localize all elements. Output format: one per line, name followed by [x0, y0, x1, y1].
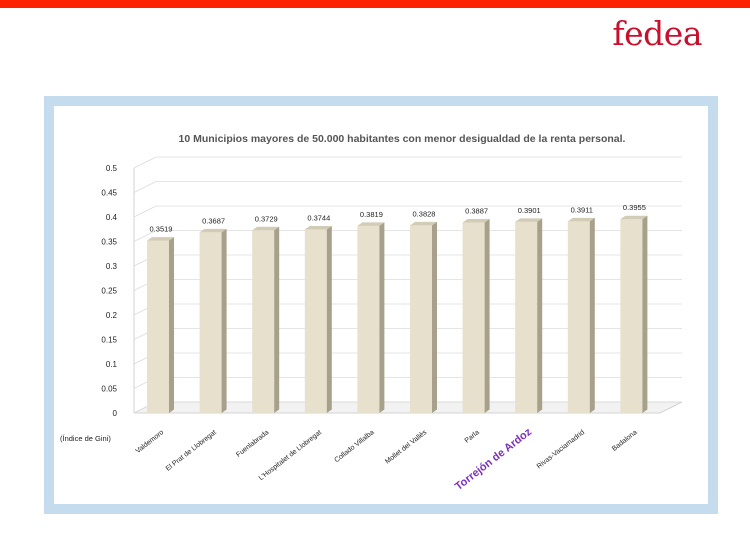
y-tick-label: 0.45 — [101, 189, 117, 198]
y-tick-label: 0.2 — [106, 311, 118, 320]
bar — [357, 222, 385, 413]
value-label: 0.3955 — [623, 203, 646, 212]
value-label: 0.3911 — [571, 205, 593, 214]
bar-top — [620, 215, 648, 220]
bar-top — [252, 226, 280, 231]
bar — [147, 237, 174, 413]
bar-side — [221, 228, 227, 413]
value-labels: 0.3519 0.3687 0.3729 0.3744 0.3819 0.3828 0.38… — [150, 203, 646, 233]
bar — [410, 221, 437, 413]
y-tick-label: 0 — [113, 409, 118, 418]
bar-top — [462, 219, 490, 223]
y-axis-ticks: 0 0.05 0.1 0.15 0.2 0.25 0.3 0.35 0.4 0.45 0.5 — [101, 164, 117, 418]
bar-top — [515, 218, 543, 222]
category-label: El Prat de Llobregat — [165, 429, 218, 473]
value-label: 0.3887 — [465, 207, 488, 216]
bar-front — [252, 230, 275, 413]
chart-panel: 10 Municipios mayores de 50.000 habitant… — [54, 106, 708, 504]
value-label: 0.3519 — [150, 225, 173, 234]
bar-front — [410, 225, 432, 413]
gridline-side — [133, 156, 157, 169]
bar-front — [620, 219, 643, 413]
gridline-side — [133, 205, 157, 218]
bar-top — [567, 217, 595, 222]
bar-top — [199, 228, 227, 233]
value-label: 0.3828 — [413, 209, 436, 218]
category-label: Mollet del Vallès — [384, 429, 428, 466]
bar — [567, 217, 595, 413]
y-tick-label: 0.35 — [101, 238, 117, 247]
bar-side — [589, 217, 595, 413]
bar — [199, 228, 227, 413]
bar-side — [326, 226, 332, 413]
value-label: 0.3687 — [202, 216, 225, 225]
chart-frame: 10 Municipios mayores de 50.000 habitant… — [44, 96, 718, 514]
bar — [515, 218, 543, 413]
bar-top — [147, 237, 174, 241]
bar-side — [642, 215, 648, 413]
category-label: Collado Villalba — [333, 429, 375, 464]
bar-side — [537, 218, 543, 413]
value-label: 0.3744 — [307, 214, 330, 223]
fedea-logo: fedea — [612, 14, 702, 53]
bar — [252, 226, 280, 413]
bar-front — [567, 221, 590, 413]
category-label: Rivas-Vaciamadrid — [536, 429, 586, 470]
bar-top — [357, 222, 385, 226]
y-tick-label: 0.5 — [106, 164, 118, 173]
bar-top — [410, 221, 437, 226]
gridline-side — [133, 181, 157, 193]
value-label: 0.3729 — [255, 214, 278, 223]
gridline-side — [133, 230, 157, 242]
bar-front — [357, 225, 380, 413]
bar-side — [274, 226, 280, 413]
y-tick-label: 0.25 — [101, 287, 117, 296]
bar-side — [169, 237, 174, 413]
y-tick-label: 0.3 — [106, 262, 118, 271]
bar-side — [379, 222, 385, 413]
bar-side — [432, 221, 437, 413]
gini-bar-chart: 10 Municipios mayores de 50.000 habitant… — [60, 133, 683, 493]
category-label: Torrejón de Ardoz — [453, 426, 534, 493]
chart-title: 10 Municipios mayores de 50.000 habitant… — [179, 133, 626, 145]
category-label: L'Hospitalet de Llobregat — [258, 429, 323, 482]
category-label: Badalona — [611, 429, 639, 453]
category-labels: Valdemoro El Prat de Llobregat Fuenlabrada… — [135, 426, 639, 493]
bar — [620, 215, 648, 413]
category-label: Valdemoro — [135, 429, 166, 455]
bar-top — [304, 226, 332, 230]
y-tick-label: 0.15 — [101, 336, 117, 345]
bar-front — [304, 229, 327, 413]
bar-front — [147, 240, 169, 413]
value-label: 0.3819 — [360, 210, 383, 219]
bar-front — [199, 232, 222, 413]
bar-front — [515, 221, 538, 413]
bar — [462, 219, 490, 413]
bars — [147, 215, 648, 413]
top-red-bar — [0, 0, 750, 8]
category-label: Fuenlabrada — [235, 429, 270, 459]
category-label: Parla — [464, 429, 481, 445]
y-tick-label: 0.1 — [106, 360, 118, 369]
y-axis-label: (Índice de Gini) — [60, 434, 111, 443]
y-tick-label: 0.4 — [106, 213, 118, 222]
bar — [304, 226, 332, 413]
bar-side — [484, 219, 490, 413]
bar-front — [462, 222, 485, 413]
y-tick-label: 0.05 — [101, 385, 117, 394]
value-label: 0.3901 — [518, 206, 541, 215]
